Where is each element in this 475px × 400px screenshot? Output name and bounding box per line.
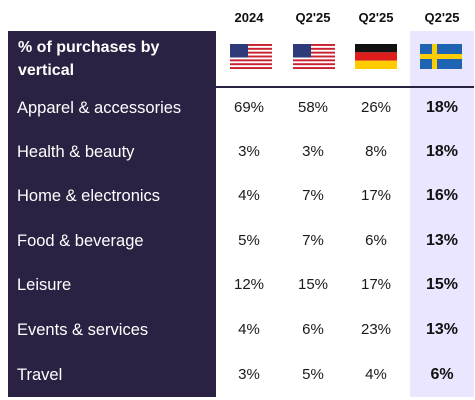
cell-2024-us: 3% bbox=[238, 143, 260, 160]
cell-q2-25-germany: 4% bbox=[365, 366, 387, 383]
sweden-flag-icon bbox=[420, 44, 462, 69]
cell-q2-25-us: 15% bbox=[297, 276, 329, 293]
row-label: Apparel & accessories bbox=[17, 99, 182, 117]
cell-q2-25-sweden: 18% bbox=[425, 143, 459, 160]
cell-q2-25-us: 58% bbox=[297, 99, 329, 116]
cell-q2-25-germany: 17% bbox=[360, 187, 392, 204]
header-divider bbox=[8, 86, 474, 88]
row-label: Food & beverage bbox=[17, 232, 144, 250]
cell-q2-25-germany: 23% bbox=[360, 321, 392, 338]
germany-flag-icon bbox=[355, 44, 397, 69]
cell-q2-25-sweden: 18% bbox=[425, 99, 459, 116]
row-label: Travel bbox=[17, 366, 63, 384]
cell-q2-25-us: 5% bbox=[302, 366, 324, 383]
cell-2024-us: 4% bbox=[238, 321, 260, 338]
cell-q2-25-sweden: 16% bbox=[425, 187, 459, 204]
column-header-q2-25-us: Q2'25 bbox=[295, 10, 331, 25]
table-row: Leisure 12% 15% 17% 15% bbox=[0, 263, 475, 307]
cell-q2-25-sweden: 13% bbox=[425, 232, 459, 249]
us-flag-icon bbox=[230, 44, 272, 69]
cell-q2-25-sweden: 6% bbox=[430, 366, 454, 383]
us-flag-icon bbox=[293, 44, 335, 69]
cell-q2-25-us: 7% bbox=[302, 232, 324, 249]
table-row: Events & services 4% 6% 23% 13% bbox=[0, 308, 475, 352]
row-label: Leisure bbox=[17, 276, 72, 294]
cell-2024-us: 12% bbox=[233, 276, 265, 293]
cell-2024-us: 5% bbox=[238, 232, 260, 249]
cell-2024-us: 4% bbox=[238, 187, 260, 204]
cell-q2-25-sweden: 13% bbox=[425, 321, 459, 338]
row-label: Home & electronics bbox=[17, 187, 161, 205]
cell-2024-us: 69% bbox=[233, 99, 265, 116]
cell-q2-25-germany: 26% bbox=[360, 99, 392, 116]
label-column bbox=[8, 31, 216, 397]
table-row: Health & beauty 3% 3% 8% 18% bbox=[0, 130, 475, 174]
cell-2024-us: 3% bbox=[238, 366, 260, 383]
column-header-q2-25-sweden: Q2'25 bbox=[424, 10, 460, 25]
cell-q2-25-us: 6% bbox=[302, 321, 324, 338]
column-header-2024-us: 2024 bbox=[234, 10, 264, 25]
row-label: Events & services bbox=[17, 321, 149, 339]
cell-q2-25-germany: 6% bbox=[365, 232, 387, 249]
sweden-highlight-column bbox=[410, 31, 474, 397]
cell-q2-25-germany: 17% bbox=[360, 276, 392, 293]
table-row: Apparel & accessories 69% 58% 26% 18% bbox=[0, 86, 475, 130]
cell-q2-25-germany: 8% bbox=[365, 143, 387, 160]
cell-q2-25-sweden: 15% bbox=[425, 276, 459, 293]
cell-q2-25-us: 7% bbox=[302, 187, 324, 204]
cell-q2-25-us: 3% bbox=[302, 143, 324, 160]
table-title: % of purchases by vertical bbox=[18, 39, 160, 79]
row-label: Health & beauty bbox=[17, 143, 135, 161]
table-row: Food & beverage 5% 7% 6% 13% bbox=[0, 219, 475, 263]
column-header-q2-25-germany: Q2'25 bbox=[358, 10, 394, 25]
table-row: Home & electronics 4% 7% 17% 16% bbox=[0, 174, 475, 218]
table-row: Travel 3% 5% 4% 6% bbox=[0, 353, 475, 397]
